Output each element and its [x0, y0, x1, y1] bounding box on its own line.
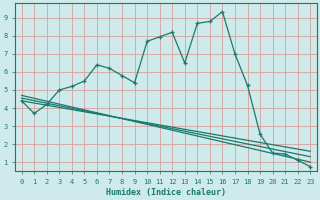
X-axis label: Humidex (Indice chaleur): Humidex (Indice chaleur) [106, 188, 226, 197]
